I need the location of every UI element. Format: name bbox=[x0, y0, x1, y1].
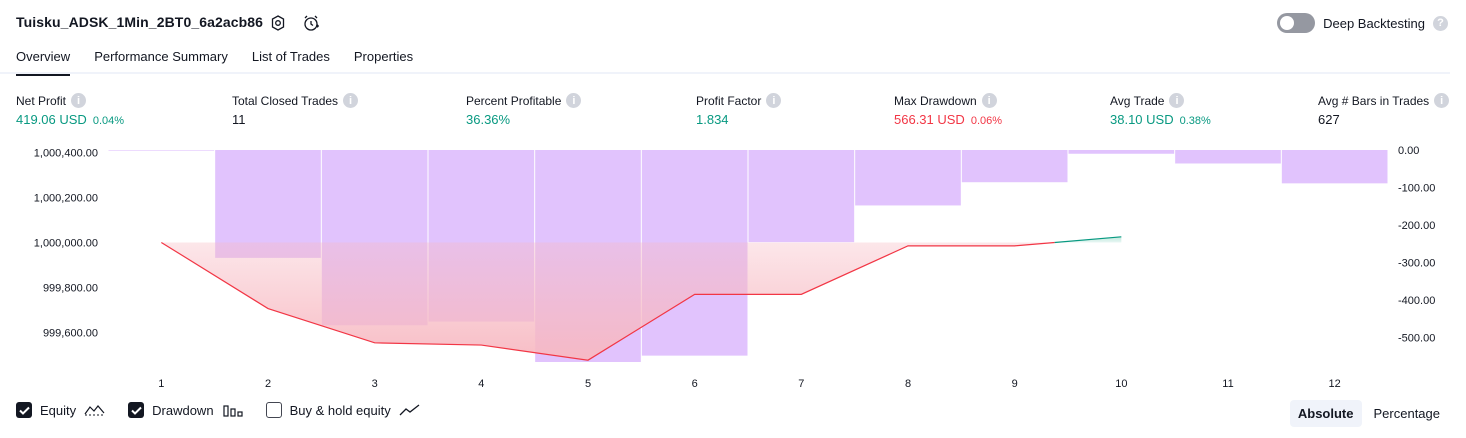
equity-drawdown-chart: 1,000,400.00 1,000,200.00 1,000,000.00 999,… bbox=[34, 145, 1436, 390]
percentage-button[interactable]: Percentage bbox=[1373, 406, 1441, 421]
drawdown-checkbox[interactable] bbox=[128, 402, 145, 418]
metric-value: 1.834 bbox=[696, 112, 729, 127]
alert-clock-icon[interactable] bbox=[301, 13, 321, 33]
metric-avg-trade: Avg Trade i 38.10 USD 0.38% bbox=[1110, 93, 1211, 127]
x-axis-tick-label: 7 bbox=[798, 378, 804, 390]
metric-label: Total Closed Trades bbox=[232, 93, 339, 108]
x-axis-tick-label: 5 bbox=[585, 378, 591, 390]
drawdown-bar bbox=[1068, 150, 1175, 154]
buy-hold-line-icon bbox=[399, 404, 420, 416]
metric-max-drawdown: Max Drawdown i 566.31 USD 0.06% bbox=[894, 93, 1002, 127]
tab-properties[interactable]: Properties bbox=[353, 49, 414, 64]
right-axis-tick-label: -500.00 bbox=[1398, 332, 1435, 344]
settings-gear-icon[interactable] bbox=[268, 13, 288, 33]
metric-value: 627 bbox=[1318, 112, 1340, 127]
info-icon[interactable]: i bbox=[981, 93, 997, 108]
tab-list-of-trades[interactable]: List of Trades bbox=[251, 49, 330, 64]
x-axis-tick-label: 8 bbox=[905, 378, 911, 390]
info-icon[interactable]: i bbox=[766, 93, 782, 108]
legend-label: Drawdown bbox=[152, 402, 214, 418]
metric-value: 11 bbox=[232, 112, 246, 127]
x-axis-tick-label: 2 bbox=[265, 378, 271, 390]
x-axis-tick-label: 6 bbox=[692, 378, 698, 390]
drawdown-bar bbox=[108, 150, 215, 151]
metric-label: Max Drawdown bbox=[894, 93, 977, 108]
metric-value: 566.31 USD bbox=[894, 112, 965, 127]
equity-line-profit bbox=[1054, 236, 1122, 244]
metric-percent: 0.38% bbox=[1179, 115, 1211, 127]
metric-label: Profit Factor bbox=[696, 93, 762, 108]
legend-label: Buy & hold equity bbox=[289, 402, 391, 418]
drawdown-bars-icon bbox=[222, 405, 243, 417]
info-icon[interactable]: i bbox=[1434, 93, 1450, 108]
drawdown-bar bbox=[961, 150, 1068, 183]
metric-value: 38.10 USD bbox=[1110, 112, 1174, 127]
legend-buy-hold[interactable]: Buy & hold equity bbox=[265, 402, 421, 418]
metric-net-profit: Net Profit i 419.06 USD 0.04% bbox=[16, 93, 124, 127]
metric-percent-profitable: Percent Profitable i 36.36% bbox=[466, 93, 582, 127]
equity-line-loss bbox=[161, 241, 1055, 361]
equity-checkbox[interactable] bbox=[16, 402, 32, 418]
left-axis-tick-label: 1,000,000.00 bbox=[34, 237, 98, 249]
drawdown-bar bbox=[855, 150, 961, 206]
x-axis-tick-label: 12 bbox=[1329, 378, 1341, 390]
x-axis-tick-label: 4 bbox=[478, 378, 484, 390]
x-axis-tick-label: 11 bbox=[1222, 378, 1233, 390]
tab-overview[interactable]: Overview bbox=[16, 49, 71, 76]
info-icon[interactable]: i bbox=[566, 93, 582, 108]
left-axis-tick-label: 1,000,200.00 bbox=[34, 192, 98, 204]
equity-line-icon bbox=[84, 405, 106, 416]
drawdown-bar bbox=[215, 150, 321, 258]
x-axis-tick-label: 1 bbox=[158, 378, 164, 390]
equity-loss-fill bbox=[161, 242, 1055, 361]
metric-percent: 0.06% bbox=[970, 115, 1003, 127]
info-icon[interactable]: i bbox=[71, 93, 87, 108]
tab-performance-summary[interactable]: Performance Summary bbox=[94, 49, 228, 64]
buy-hold-checkbox[interactable] bbox=[265, 402, 282, 418]
info-icon[interactable]: i bbox=[1169, 93, 1185, 108]
info-icon[interactable]: i bbox=[343, 93, 359, 108]
drawdown-bar bbox=[1175, 150, 1281, 164]
metric-avg-bars: Avg # Bars in Trades i 627 bbox=[1318, 93, 1450, 127]
tab-divider bbox=[0, 72, 1450, 74]
help-icon[interactable]: ? bbox=[1433, 15, 1448, 31]
metric-label: Percent Profitable bbox=[466, 93, 562, 108]
left-axis-tick-label: 999,800.00 bbox=[43, 283, 98, 295]
x-axis-tick-label: 9 bbox=[1012, 378, 1018, 390]
deep-backtesting-label: Deep Backtesting bbox=[1323, 15, 1425, 31]
metric-value: 36.36% bbox=[466, 112, 511, 127]
right-axis-tick-label: 0.00 bbox=[1398, 145, 1419, 157]
metric-profit-factor: Profit Factor i 1.834 bbox=[696, 93, 782, 127]
x-axis-tick-label: 10 bbox=[1115, 378, 1127, 390]
drawdown-bar bbox=[1281, 150, 1388, 184]
left-axis-tick-label: 999,600.00 bbox=[43, 328, 98, 340]
metric-percent: 0.04% bbox=[92, 115, 125, 127]
left-axis-tick-label: 1,000,400.00 bbox=[34, 147, 98, 159]
right-axis-tick-label: -200.00 bbox=[1398, 220, 1435, 232]
absolute-button[interactable]: Absolute bbox=[1289, 400, 1362, 427]
metric-label: Net Profit bbox=[16, 93, 67, 108]
x-axis-tick-label: 3 bbox=[372, 378, 378, 390]
deep-backtesting-toggle[interactable] bbox=[1277, 13, 1316, 33]
right-axis-tick-label: -100.00 bbox=[1398, 182, 1435, 194]
metric-value: 419.06 USD bbox=[16, 112, 87, 127]
metric-label: Avg Trade bbox=[1110, 93, 1165, 108]
metric-total-closed-trades: Total Closed Trades i 11 bbox=[232, 93, 359, 127]
legend-equity[interactable]: Equity bbox=[16, 402, 106, 418]
drawdown-bar bbox=[748, 150, 855, 243]
metric-label: Avg # Bars in Trades bbox=[1318, 93, 1430, 108]
strategy-title: Tuisku_ADSK_1Min_2BT0_6a2acb86 bbox=[16, 14, 264, 30]
legend-drawdown[interactable]: Drawdown bbox=[128, 402, 243, 418]
legend-label: Equity bbox=[40, 402, 77, 418]
right-axis-tick-label: -300.00 bbox=[1398, 257, 1435, 269]
right-axis-tick-label: -400.00 bbox=[1398, 295, 1435, 307]
